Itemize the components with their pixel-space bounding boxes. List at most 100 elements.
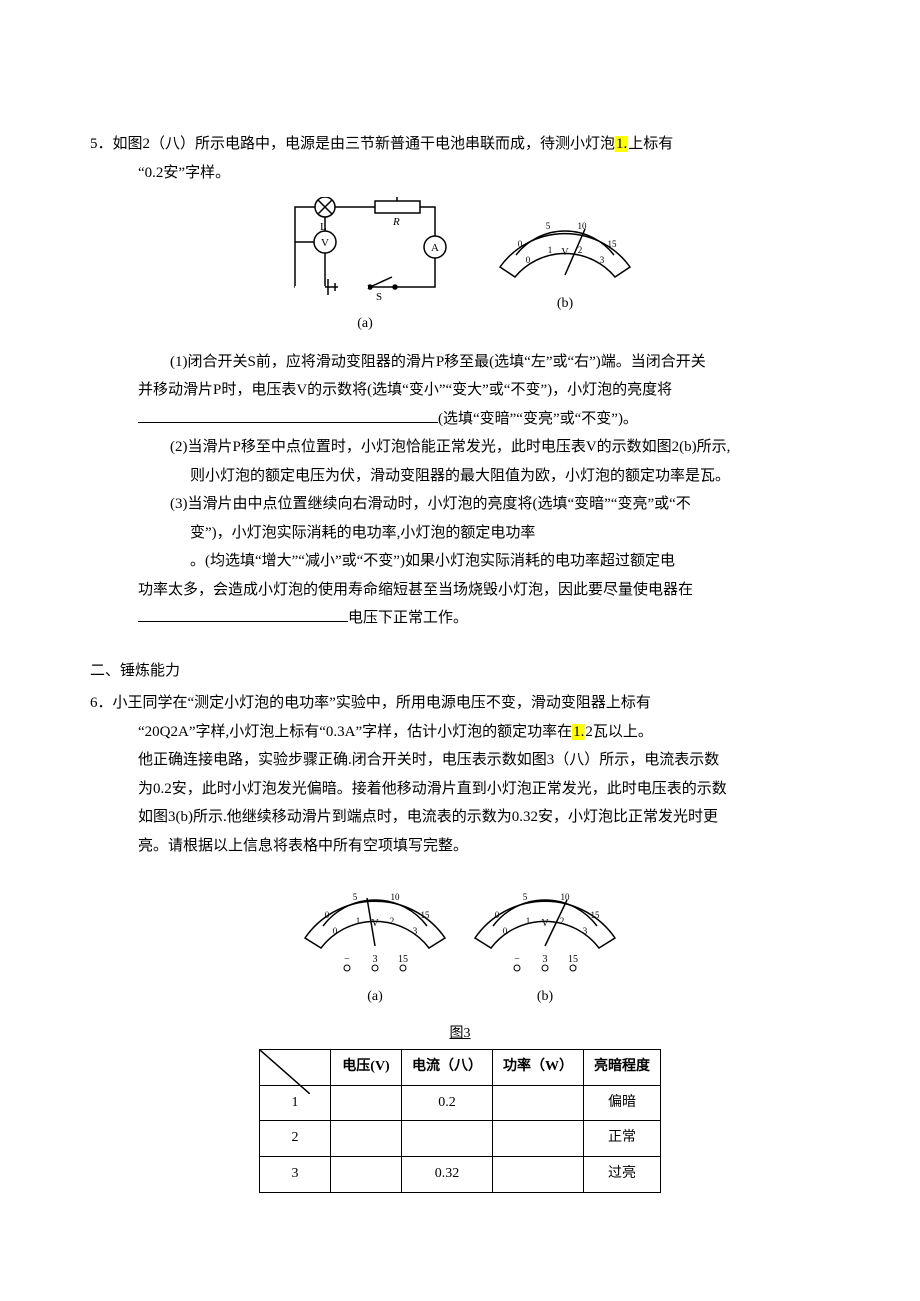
label-V: V [321, 237, 329, 249]
row-num: 2 [260, 1121, 331, 1157]
problem-6-intro: 6．小王同学在“测定小灯泡的电功率”实验中，所用电源电压不变，滑动变阻器上标有 [90, 689, 830, 718]
problem-5: 5．如图2（八）所示电路中，电源是由三节新普通干电池串联而成，待测小灯泡1.上标… [90, 130, 830, 633]
svg-text:−: − [514, 954, 520, 965]
label-S: S [376, 291, 382, 303]
svg-text:0: 0 [503, 926, 508, 936]
q3-line4: 功率太多，会造成小灯泡的使用寿命缩短甚至当场烧毁小灯泡，因此要尽量使电器在 [138, 576, 830, 605]
svg-text:0: 0 [333, 926, 338, 936]
data-table: 图3 电压(V) 电流（八） 功率（W） 亮暗程度 1 0.2 偏暗 2 正常 … [259, 1021, 661, 1193]
svg-text:3: 3 [600, 255, 605, 265]
svg-text:3: 3 [583, 926, 588, 936]
svg-text:5: 5 [546, 221, 551, 231]
svg-text:0: 0 [495, 910, 500, 920]
q1-line3: (选填“变暗”“变亮”或“不变”)。 [138, 405, 830, 434]
svg-text:2: 2 [578, 245, 583, 255]
text: 电压下正常工作。 [348, 610, 468, 626]
svg-text:15: 15 [608, 239, 618, 249]
col-power: 功率（W） [493, 1050, 584, 1086]
svg-text:2: 2 [560, 916, 565, 926]
caption-b: (b) [490, 291, 640, 318]
q3-line1: (3)当滑片由中点位置继续向右滑动时，小灯泡的亮度将(选填“变暗”“变亮”或“不 [170, 490, 830, 519]
table-row: 1 0.2 偏暗 [260, 1085, 661, 1121]
text: “20Q2A”字样,小灯泡上标有“0.3A”字样，估计小灯泡的额定功率在 [138, 724, 572, 740]
cell [493, 1121, 584, 1157]
problem-number: 5． [90, 136, 113, 152]
col-current: 电流（八） [402, 1050, 493, 1086]
section-2-title: 二、锤炼能力 [90, 657, 830, 686]
q2-line2: 则小灯泡的额定电压为伏，滑动变阻器的最大阻值为欧，小灯泡的额定功率是瓦。 [190, 462, 830, 491]
voltmeter-b: 0 5 10 15 0 1 2 3 V (b) [490, 197, 640, 338]
table-row: 2 正常 [260, 1121, 661, 1157]
svg-text:3: 3 [413, 926, 418, 936]
svg-text:0: 0 [518, 239, 523, 249]
q2-line1: (2)当滑片P移至中点位置时，小灯泡恰能正常发光，此时电压表V的示数如图2(b)… [170, 433, 830, 462]
caption-a: (a) [295, 984, 455, 1011]
cell [331, 1085, 402, 1121]
svg-text:5: 5 [523, 892, 528, 902]
line2: “20Q2A”字样,小灯泡上标有“0.3A”字样，估计小灯泡的额定功率在1.2瓦… [138, 718, 830, 747]
diagonal-header [260, 1050, 331, 1086]
svg-text:2: 2 [390, 916, 395, 926]
table-header-row: 电压(V) 电流（八） 功率（W） 亮暗程度 [260, 1050, 661, 1086]
row-num: 3 [260, 1157, 331, 1193]
text: (选填“变暗”“变亮”或“不变”)。 [438, 411, 638, 427]
svg-text:15: 15 [421, 910, 431, 920]
svg-text:10: 10 [561, 892, 571, 902]
cell: 过亮 [584, 1157, 661, 1193]
cell: 0.2 [402, 1085, 493, 1121]
cell: 0.32 [402, 1157, 493, 1193]
svg-text:10: 10 [578, 221, 588, 231]
q3-line5: 电压下正常工作。 [138, 604, 830, 633]
svg-text:V: V [541, 918, 549, 929]
blank [138, 407, 438, 423]
problem-6: 6．小王同学在“测定小灯泡的电功率”实验中，所用电源电压不变，滑动变阻器上标有 … [90, 689, 830, 1193]
svg-text:1: 1 [548, 245, 553, 255]
cell [402, 1121, 493, 1157]
label-A: A [431, 242, 439, 254]
text: 如图2（八）所示电路中，电源是由三节新普通干电池串联而成，待测小灯泡 [113, 136, 616, 152]
cell [493, 1157, 584, 1193]
svg-text:3: 3 [373, 954, 378, 965]
table-row: 3 0.32 过亮 [260, 1157, 661, 1193]
svg-text:V: V [371, 918, 379, 929]
svg-text:1: 1 [356, 916, 361, 926]
svg-text:5: 5 [353, 892, 358, 902]
svg-text:0: 0 [325, 910, 330, 920]
text: 上标有 [628, 136, 673, 152]
problem-5-intro: 5．如图2（八）所示电路中，电源是由三节新普通干电池串联而成，待测小灯泡1.上标… [90, 130, 830, 159]
q1-line2: 并移动滑片P时，电压表V的示数将(选填“变小”“变大”或“不变”)，小灯泡的亮度… [138, 376, 830, 405]
meter-b: 051015 0123 V −315 (b) [465, 870, 625, 1011]
cell [331, 1121, 402, 1157]
svg-text:15: 15 [398, 954, 408, 965]
caption-a: (a) [280, 311, 450, 338]
cell [493, 1085, 584, 1121]
q3-line3: 。(均选填“增大”“减小”或“不变”)如果小灯泡实际消耗的电功率超过额定电 [190, 547, 830, 576]
circuit-diagram: L R P S V A (a) [280, 197, 450, 338]
label-P: P [408, 197, 414, 200]
col-voltage: 电压(V) [331, 1050, 402, 1086]
svg-text:V: V [561, 247, 569, 258]
svg-text:3: 3 [543, 954, 548, 965]
line5: 如图3(b)所示.他继续移动滑片到端点时，电流表的示数为0.32安，小灯泡比正常… [138, 803, 830, 832]
q3-line2: 变”)，小灯泡实际消耗的电功率,小灯泡的额定电功率 [190, 519, 830, 548]
line4: 为0.2安，此时小灯泡发光偏暗。接着他移动滑片直到小灯泡正常发光，此时电压表的示… [138, 775, 830, 804]
svg-text:−: − [344, 954, 350, 965]
col-brightness: 亮暗程度 [584, 1050, 661, 1086]
cell: 偏暗 [584, 1085, 661, 1121]
svg-text:0: 0 [526, 255, 531, 265]
highlight: 1. [615, 136, 628, 152]
text: 小王同学在“测定小灯泡的电功率”实验中，所用电源电压不变，滑动变阻器上标有 [113, 695, 651, 711]
label-R: R [392, 216, 400, 228]
cell [331, 1157, 402, 1193]
svg-text:1: 1 [526, 916, 531, 926]
figure-3: 051015 0123 V −315 (a) [90, 870, 830, 1011]
table-caption: 图3 [259, 1021, 661, 1048]
problem-5-intro-line2: “0.2安”字样。 [138, 159, 830, 188]
cell: 正常 [584, 1121, 661, 1157]
caption-b: (b) [465, 984, 625, 1011]
q1-line1: (1)闭合开关S前，应将滑动变阻器的滑片P移至最(选填“左”或“右”)端。当闭合… [170, 348, 830, 377]
problem-number: 6． [90, 695, 113, 711]
figure-2: L R P S V A (a) 0 5 10 15 0 1 2 3 [90, 197, 830, 338]
svg-text:10: 10 [391, 892, 401, 902]
meter-a: 051015 0123 V −315 (a) [295, 870, 455, 1011]
